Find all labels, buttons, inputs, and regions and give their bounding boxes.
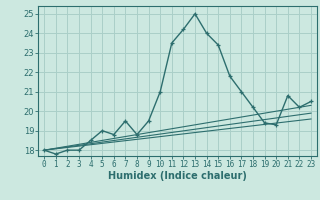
- X-axis label: Humidex (Indice chaleur): Humidex (Indice chaleur): [108, 171, 247, 181]
